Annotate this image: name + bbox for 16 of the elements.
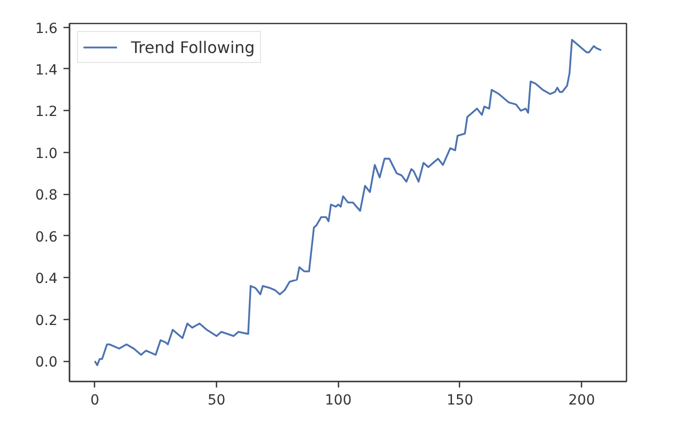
y-tick-label: 0.8 bbox=[35, 188, 58, 204]
y-tick-label: 1.2 bbox=[35, 104, 58, 120]
y-tick-label: 0.0 bbox=[35, 354, 58, 371]
legend-label: Trend Following bbox=[131, 38, 255, 56]
y-tick-label: 0.6 bbox=[35, 229, 58, 246]
y-tick-label: 1.4 bbox=[35, 62, 58, 78]
y-tick-label: 0.2 bbox=[35, 312, 58, 329]
x-tick-label: 200 bbox=[568, 392, 596, 408]
x-tick-label: 50 bbox=[208, 392, 226, 408]
x-tick-label: 0 bbox=[90, 392, 100, 408]
y-tick-label: 0.4 bbox=[35, 271, 58, 288]
x-tick-label: 100 bbox=[324, 392, 352, 408]
x-tick-label: 150 bbox=[446, 392, 474, 408]
y-tick-label: 1.6 bbox=[35, 20, 58, 37]
y-tick-label: 1.0 bbox=[35, 146, 58, 162]
line-series bbox=[94, 38, 602, 366]
